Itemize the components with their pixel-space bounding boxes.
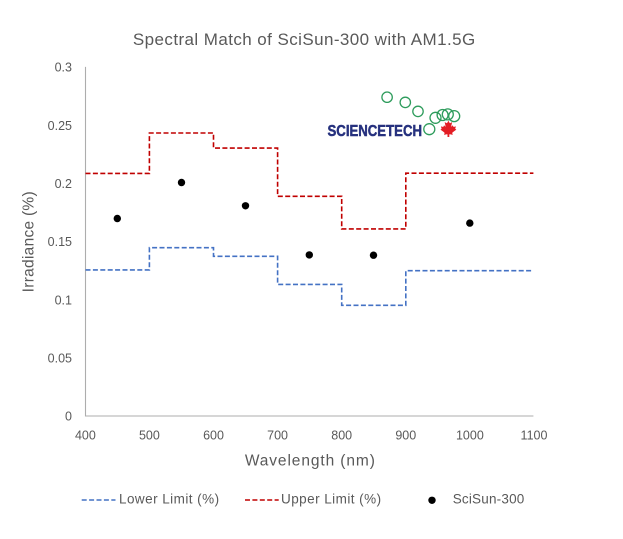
svg-text:1100: 1100 [521,428,548,442]
svg-text:400: 400 [75,428,96,442]
svg-text:Lower Limit (%): Lower Limit (%) [119,492,220,507]
svg-text:Spectral Match of SciSun-300 w: Spectral Match of SciSun-300 with AM1.5G [133,30,476,49]
svg-text:900: 900 [395,428,416,442]
svg-text:0.1: 0.1 [55,293,72,307]
svg-text:0.2: 0.2 [55,177,72,191]
svg-text:SCIENCETECH: SCIENCETECH [328,123,423,140]
svg-text:1000: 1000 [456,428,484,442]
svg-text:0: 0 [65,410,72,424]
svg-text:0.3: 0.3 [55,61,72,75]
svg-text:Irradiance (%): Irradiance (%) [21,191,38,292]
svg-text:Upper Limit (%): Upper Limit (%) [281,492,382,507]
svg-text:0.25: 0.25 [48,119,72,133]
svg-text:500: 500 [139,428,160,442]
svg-text:SciSun-300: SciSun-300 [453,492,525,507]
svg-text:0.05: 0.05 [48,351,72,365]
svg-text:800: 800 [331,428,352,442]
svg-text:700: 700 [267,428,288,442]
svg-text:0.15: 0.15 [48,235,72,249]
svg-text:600: 600 [203,428,224,442]
svg-text:Wavelength (nm): Wavelength (nm) [245,452,376,469]
